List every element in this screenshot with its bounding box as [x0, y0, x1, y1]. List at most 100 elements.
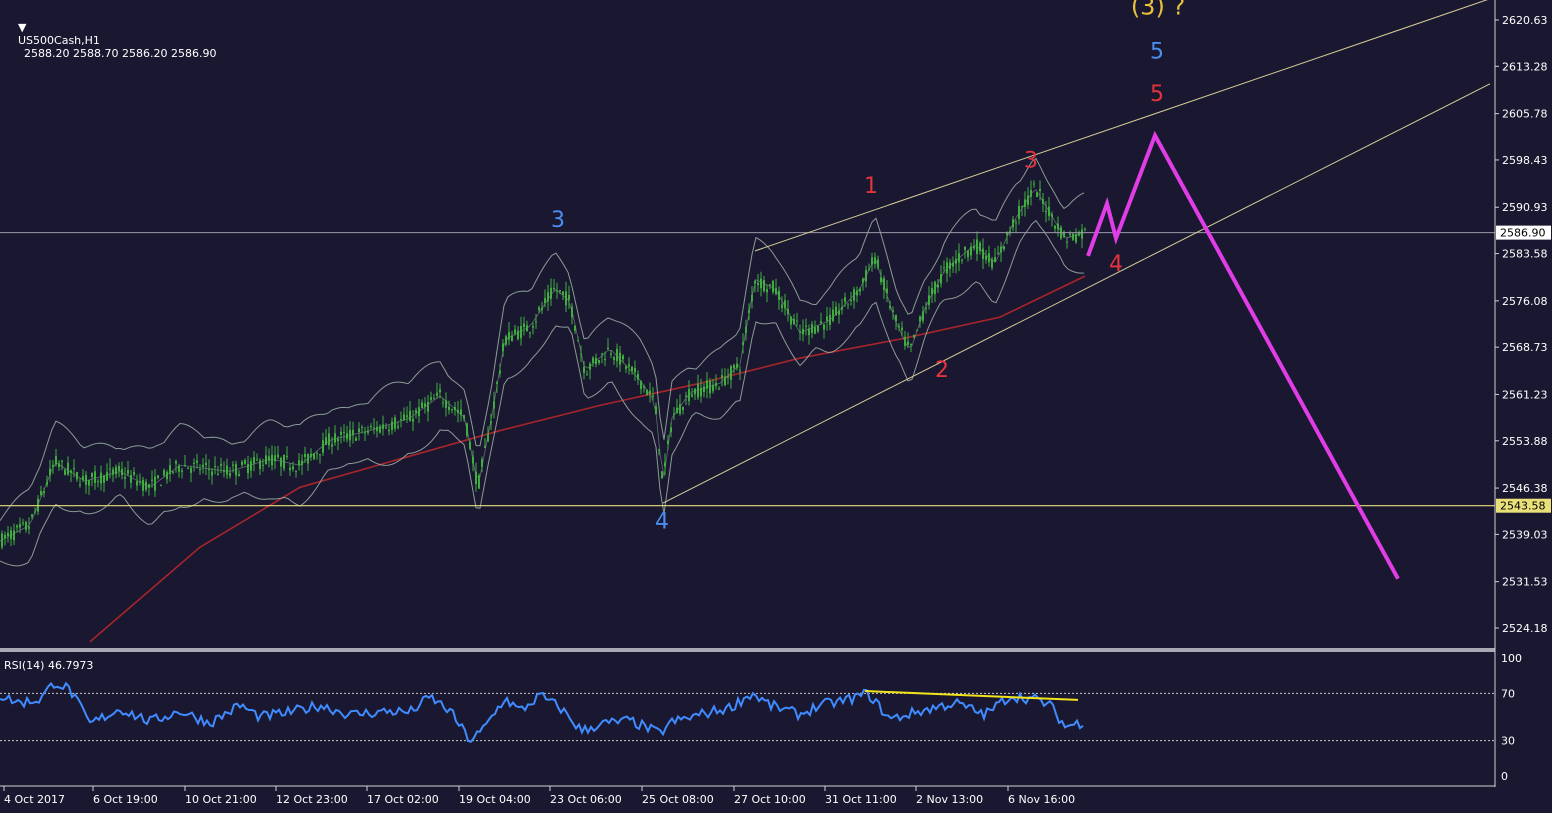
- candle-body: [85, 474, 87, 485]
- candle-body: [307, 453, 309, 464]
- candle-body: [658, 449, 660, 451]
- candle-body: [406, 415, 408, 418]
- candle-body: [1003, 246, 1005, 250]
- price-tick-label: 2524.18: [1502, 622, 1548, 635]
- candle-body: [541, 307, 543, 310]
- candle-body: [631, 366, 633, 372]
- wedge-upper-trendline: [754, 0, 1488, 252]
- candle-body: [706, 380, 708, 389]
- candle-body: [451, 409, 453, 411]
- candle-body: [91, 472, 93, 478]
- candle-body: [514, 329, 516, 334]
- candle-body: [463, 415, 465, 419]
- candle-body: [40, 490, 42, 495]
- candle-body: [382, 424, 384, 429]
- candle-body: [361, 426, 363, 428]
- candle-body: [1021, 206, 1023, 208]
- candle-body: [625, 366, 627, 369]
- candle-body: [697, 383, 699, 398]
- candle-body: [487, 433, 489, 442]
- candle-body: [283, 454, 285, 469]
- candle-body: [76, 472, 78, 480]
- candle-body: [367, 430, 369, 433]
- time-tick-label: 25 Oct 08:00: [642, 793, 714, 806]
- candle-body: [508, 332, 510, 340]
- candle-body: [238, 474, 240, 477]
- candle-body: [142, 479, 144, 491]
- candle-body: [934, 281, 936, 295]
- candle-body: [949, 262, 951, 269]
- candle-body: [1075, 234, 1077, 243]
- candle-body: [751, 294, 753, 302]
- header-dropdown-icon[interactable]: ▼: [18, 21, 27, 34]
- candle-body: [1033, 183, 1035, 185]
- wave-label-7: 4: [1109, 252, 1123, 277]
- panel-separator: [0, 648, 1495, 652]
- candle-body: [880, 277, 882, 283]
- candle-body: [547, 292, 549, 302]
- candle-body: [163, 470, 165, 476]
- price-tick-label: 2553.88: [1502, 435, 1548, 448]
- candle-body: [886, 288, 888, 294]
- candle-body: [400, 419, 402, 421]
- candle-body: [193, 462, 195, 464]
- price-tick-label: 2576.08: [1502, 295, 1548, 308]
- candle-body: [1027, 195, 1029, 205]
- candle-body: [274, 455, 276, 462]
- rsi-tick-label: 0: [1501, 770, 1508, 783]
- candle-body: [733, 364, 735, 369]
- time-tick-label: 19 Oct 04:00: [459, 793, 531, 806]
- candle-body: [784, 300, 786, 309]
- candle-body: [397, 426, 399, 428]
- candle-body: [1084, 228, 1086, 230]
- candle-body: [247, 463, 249, 474]
- chart-header: ▼ US500Cash,H1 2588.20 2588.70 2586.20 2…: [4, 8, 216, 73]
- candle-body: [412, 418, 414, 422]
- candle-body: [403, 414, 405, 420]
- candle-body: [358, 428, 360, 432]
- candle-body: [814, 327, 816, 334]
- candle-body: [820, 321, 822, 324]
- candle-body: [448, 406, 450, 411]
- candle-body: [7, 532, 9, 537]
- candle-body: [868, 269, 870, 271]
- candle-body: [388, 429, 390, 432]
- candle-body: [883, 278, 885, 291]
- current-price-marker: [1496, 225, 1551, 240]
- candle-body: [757, 282, 759, 285]
- candle-body: [604, 358, 606, 360]
- candle-body: [190, 467, 192, 473]
- candle-body: [511, 335, 513, 342]
- candle-body: [28, 526, 30, 529]
- candle-body: [616, 348, 618, 362]
- candle-body: [676, 407, 678, 414]
- rsi-line: [0, 681, 1084, 743]
- candle-body: [373, 427, 375, 429]
- candle-body: [97, 481, 99, 483]
- support-price-marker: [1496, 498, 1551, 513]
- bollinger-lower-band: [0, 219, 1085, 567]
- candle-body: [1012, 219, 1014, 228]
- candle-body: [49, 468, 51, 476]
- candle-body: [229, 473, 231, 477]
- candle-body: [1045, 210, 1047, 213]
- candle-body: [1078, 232, 1080, 236]
- candle-body: [301, 460, 303, 466]
- candle-body: [148, 484, 150, 488]
- candle-body: [136, 481, 138, 486]
- candle-body: [304, 454, 306, 457]
- candle-body: [196, 460, 198, 463]
- candle-body: [322, 440, 324, 453]
- candle-body: [673, 413, 675, 415]
- candle-body: [712, 384, 714, 392]
- candle-body: [355, 437, 357, 441]
- time-tick-label: 6 Nov 16:00: [1008, 793, 1075, 806]
- candle-body: [418, 407, 420, 417]
- candle-body: [1006, 232, 1008, 236]
- candle-body: [325, 437, 327, 445]
- candle-body: [130, 475, 132, 483]
- candle-body: [718, 388, 720, 390]
- price-tick-label: 2605.78: [1502, 108, 1548, 121]
- time-tick-label: 12 Oct 23:00: [276, 793, 348, 806]
- support-price-label: 2543.58: [1500, 500, 1546, 513]
